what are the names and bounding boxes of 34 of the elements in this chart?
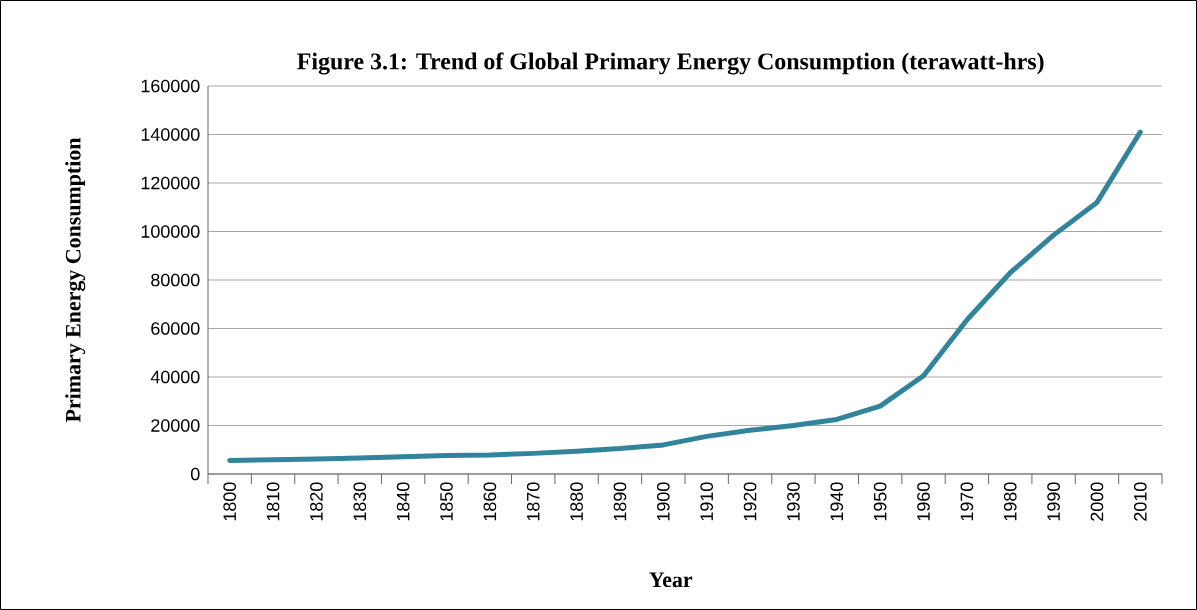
y-tick-label: 0 (190, 467, 200, 481)
x-tick-label: 1960 (917, 482, 930, 521)
x-tick-label: 1870 (526, 482, 540, 521)
x-tick-label: 1940 (830, 482, 844, 521)
y-tick-label: 100000 (141, 225, 200, 238)
x-tick-label: 1930 (787, 482, 800, 521)
x-tick-label: 1970 (960, 482, 974, 521)
y-axis-title: Primary Energy Consumption (65, 137, 86, 423)
x-tick-label: 1900 (656, 482, 670, 521)
x-tick-label: 1950 (873, 482, 887, 521)
x-tick-label: 1820 (310, 482, 323, 521)
x-tick-label: 1800 (223, 482, 237, 521)
x-tick-label: 1990 (1047, 482, 1060, 521)
x-tick-label: 1910 (700, 482, 714, 521)
y-tick-label: 160000 (141, 79, 200, 93)
y-tick-label: 140000 (141, 128, 200, 141)
y-tick-label: 60000 (151, 322, 200, 335)
y-tick-label: 120000 (141, 176, 200, 190)
x-tick-label: 1830 (353, 482, 367, 521)
x-axis-title: Year (649, 572, 693, 588)
x-tick-label: 1840 (396, 482, 410, 521)
chart-title: Figure 3.1: Trend of Global Primary Energy Consumption (terawatt-hrs) (297, 52, 1044, 75)
y-tick-label: 20000 (151, 419, 200, 432)
x-tick-label: 1890 (613, 482, 627, 521)
y-tick-label: 40000 (150, 370, 200, 384)
x-tick-label: 2010 (1133, 482, 1147, 521)
y-tick-label: 80000 (151, 273, 200, 287)
x-tick-label: 1920 (743, 482, 757, 521)
x-tick-label: 2000 (1090, 482, 1104, 521)
x-tick-label: 1860 (483, 482, 497, 521)
x-tick-label: 1880 (570, 482, 583, 521)
x-tick-label: 1810 (266, 482, 280, 521)
x-tick-label: 1980 (1003, 482, 1017, 521)
x-tick-label: 1850 (440, 482, 453, 521)
